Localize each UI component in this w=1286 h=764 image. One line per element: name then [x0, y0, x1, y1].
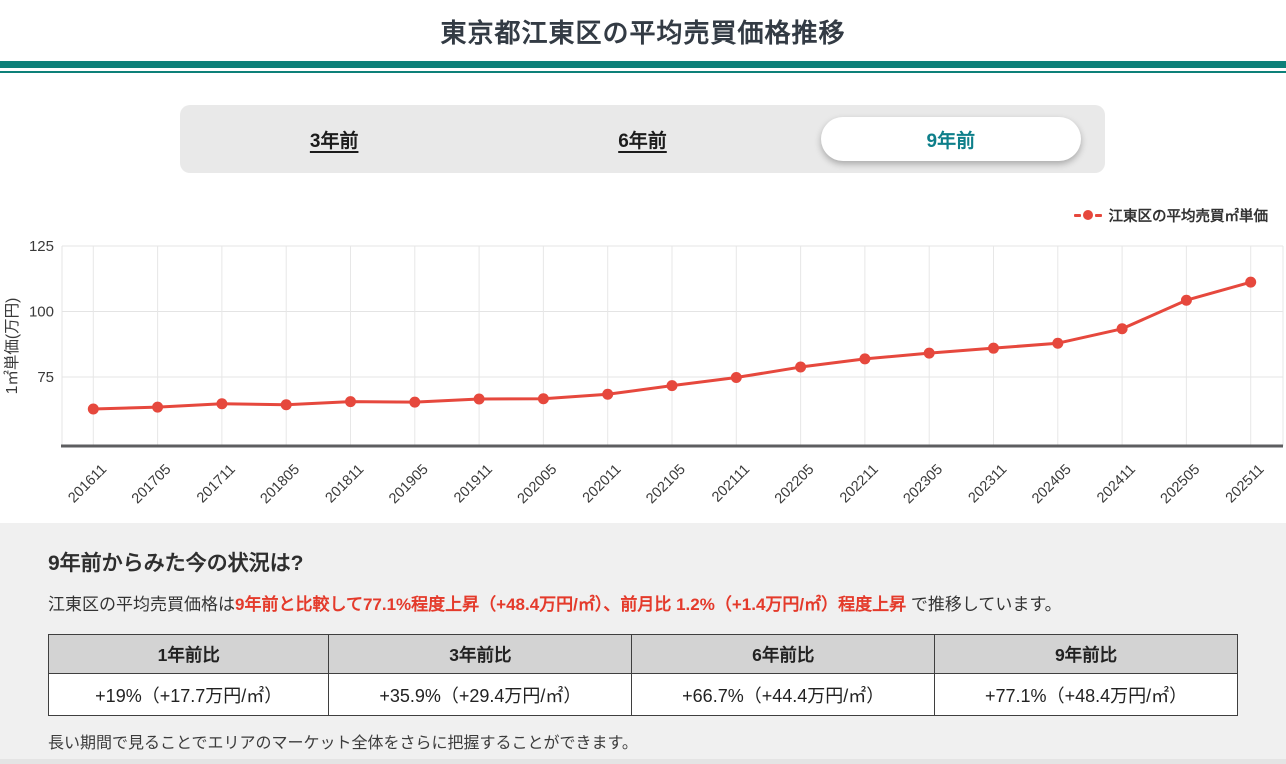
summary-text: 江東区の平均売買価格は9年前と比較して77.1%程度上昇（+48.4万円/㎡）、… [48, 590, 1238, 615]
table-value-cell: +77.1%（+48.4万円/㎡） [934, 673, 1238, 716]
tab-3-years-ago[interactable]: 3年前 [180, 105, 488, 173]
chart-y-axis-labels: 75 100 125 [29, 238, 54, 386]
table-header-cell: 1年前比 [47, 634, 330, 674]
chart-legend: 江東区の平均売買㎡単価 [0, 206, 1269, 225]
svg-text:202411: 202411 [1094, 462, 1139, 507]
price-trend-chart: 75 100 125 1㎡単価(万円) 201611 201705 201711 201805… [3, 238, 1284, 508]
svg-text:201711: 201711 [194, 462, 239, 507]
table-value-cell: +35.9%（+29.4万円/㎡） [328, 673, 633, 716]
period-tab-bar: 3年前 6年前 9年前 [180, 105, 1105, 173]
chart-grid [61, 245, 1284, 446]
svg-text:202205: 202205 [772, 462, 818, 508]
page-title: 東京都江東区の平均売買価格推移 [440, 18, 846, 48]
table-header-cell: 9年前比 [934, 634, 1238, 674]
svg-text:75: 75 [37, 369, 54, 386]
chart-y-axis-title: 1㎡単価(万円) [3, 298, 21, 394]
legend-label: 江東区の平均売買㎡単価 [1108, 208, 1269, 225]
svg-text:202211: 202211 [837, 462, 882, 507]
tab-6-years-ago[interactable]: 6年前 [488, 105, 796, 173]
svg-text:202305: 202305 [900, 462, 946, 508]
chart-x-axis-labels: 201611 201705 201711 201805 201811 201905 2019… [65, 462, 1267, 508]
comparison-table: 1年前比 3年前比 6年前比 9年前比 +19%（+17.7万円/㎡） +35.9%（+… [47, 634, 1238, 716]
svg-text:100: 100 [29, 304, 54, 321]
svg-text:201811: 201811 [323, 462, 368, 507]
svg-text:201905: 201905 [386, 462, 432, 508]
svg-text:202111: 202111 [709, 462, 753, 506]
bottom-section-divider [0, 759, 1286, 764]
tab-label: 6年前 [618, 130, 667, 152]
panel-footnote: 長い期間で見ることでエリアのマーケット全体をさらに把握することができます。 [48, 735, 638, 752]
summary-text-suffix: で推移しています。 [906, 595, 1062, 614]
summary-text-highlight: 9年前と比較して77.1%程度上昇（+48.4万円/㎡）、前月比 1.2%（+1… [235, 595, 907, 614]
tab-label: 3年前 [309, 130, 359, 152]
svg-text:202011: 202011 [580, 462, 625, 507]
svg-text:201805: 201805 [257, 462, 303, 508]
svg-text:202311: 202311 [966, 462, 1011, 507]
svg-text:202105: 202105 [643, 462, 689, 508]
svg-text:202005: 202005 [515, 462, 561, 508]
table-value-cell: +66.7%（+44.4万円/㎡） [631, 673, 936, 716]
table-value-cell: +19%（+17.7万円/㎡） [47, 673, 330, 716]
table-header-cell: 3年前比 [328, 634, 633, 674]
summary-panel: 9年前からみた今の状況は? 江東区の平均売買価格は9年前と比較して77.1%程度… [0, 523, 1286, 759]
svg-text:202405: 202405 [1029, 462, 1075, 508]
svg-text:202505: 202505 [1158, 462, 1204, 508]
summary-text-prefix: 江東区の平均売買価格は [48, 595, 235, 614]
svg-text:202511: 202511 [1223, 462, 1268, 507]
header-divider-line [0, 71, 1286, 73]
table-header-cell: 6年前比 [631, 634, 936, 674]
svg-text:125: 125 [29, 238, 54, 255]
chart-series-points [87, 276, 1257, 415]
tab-9-years-ago[interactable]: 9年前 [797, 105, 1105, 173]
legend-line-dot-icon [1073, 210, 1102, 220]
summary-heading: 9年前からみた今の状況は? [48, 552, 304, 575]
svg-text:201611: 201611 [65, 462, 110, 507]
svg-text:201911: 201911 [451, 462, 496, 507]
active-tab-pill: 9年前 [820, 117, 1081, 161]
tab-label: 9年前 [926, 130, 976, 152]
header-divider-bar [0, 61, 1286, 68]
svg-text:201705: 201705 [129, 462, 175, 508]
